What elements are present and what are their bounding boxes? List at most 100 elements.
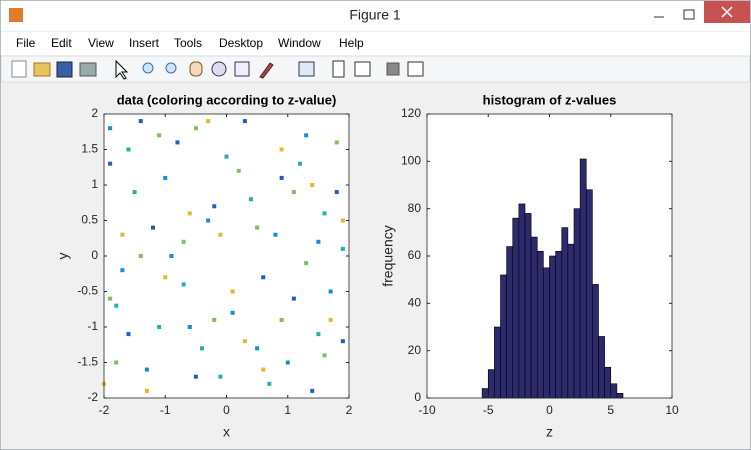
point [279, 317, 284, 322]
show-tools-icon[interactable] [407, 61, 424, 77]
point [291, 190, 296, 195]
histogram-bar [543, 267, 550, 399]
x-tick-label: 2 [346, 403, 353, 417]
data-cursor-icon[interactable] [234, 61, 250, 77]
x-axis-label: x [223, 424, 230, 440]
menu-item[interactable]: Insert [129, 36, 160, 50]
point [187, 211, 192, 216]
y-tick-label: 0 [91, 248, 98, 262]
point [126, 332, 131, 337]
save-icon[interactable] [56, 61, 73, 78]
point [132, 190, 137, 195]
point [310, 183, 315, 187]
point [334, 190, 339, 195]
open-icon[interactable] [33, 62, 51, 77]
histogram-bar [512, 217, 520, 399]
axes-title: histogram of z-values [483, 92, 617, 107]
colorbar-icon[interactable] [332, 60, 345, 78]
histogram-bar [555, 250, 563, 399]
menu-item[interactable]: View [88, 36, 114, 50]
point [340, 339, 345, 344]
point [120, 268, 125, 273]
point [114, 360, 119, 365]
point [108, 161, 113, 166]
point [108, 296, 113, 301]
histogram-bar [579, 158, 587, 399]
point [242, 119, 247, 124]
point [212, 317, 217, 322]
x-tick-label: 0 [546, 403, 553, 417]
x-tick-label: -5 [483, 403, 494, 417]
point [267, 381, 272, 386]
point [120, 232, 125, 237]
point [285, 360, 290, 365]
hide-tools-icon[interactable] [386, 62, 400, 76]
histogram-bar [536, 250, 544, 399]
print-icon[interactable] [79, 62, 97, 77]
point [255, 346, 260, 351]
histogram-bar [604, 366, 612, 399]
point [218, 374, 223, 379]
point [193, 374, 198, 379]
y-tick-label: 0 [414, 390, 421, 404]
rotate-icon[interactable] [211, 61, 227, 77]
new-icon[interactable] [11, 60, 27, 78]
y-tick-label: 100 [401, 154, 421, 168]
toolbar [0, 55, 751, 83]
y-tick-label: 0.5 [81, 213, 98, 227]
menu-item[interactable]: Window [278, 36, 321, 50]
point [340, 246, 345, 251]
point [212, 204, 217, 209]
menu: File Edit View Insert Tools Desktop Window Help [16, 36, 364, 50]
histogram-bar [585, 189, 593, 399]
histogram-bar [616, 392, 624, 399]
maximize-button[interactable] [683, 9, 695, 20]
point [175, 140, 180, 145]
link-icon[interactable] [298, 61, 315, 77]
close-icon [721, 6, 733, 18]
histogram-bar [561, 227, 569, 399]
point [169, 254, 174, 258]
point [206, 218, 211, 223]
brush-icon[interactable] [259, 62, 274, 79]
zoom-out-icon[interactable] [165, 62, 177, 74]
histogram-bar [487, 369, 495, 399]
pointer-icon[interactable] [115, 59, 129, 80]
point [224, 154, 229, 159]
menu-item[interactable]: File [16, 36, 36, 50]
point [230, 310, 235, 315]
point [157, 325, 162, 329]
point [230, 289, 235, 294]
window-title: Figure 1 [349, 7, 401, 23]
y-tick-label: 1 [91, 177, 98, 191]
menu-item[interactable]: Help [339, 36, 364, 50]
y-tick-label: 2 [91, 106, 98, 120]
point [163, 175, 168, 180]
histogram-bar [598, 336, 605, 399]
zoom-in-icon[interactable] [142, 62, 154, 74]
menu-item[interactable]: Edit [51, 36, 72, 50]
menu-item[interactable]: Desktop [219, 36, 263, 50]
point [126, 147, 131, 152]
point [322, 211, 327, 216]
y-axis-label: y [55, 253, 71, 260]
point [163, 275, 168, 280]
toolbar-icons [11, 59, 424, 80]
histogram-bar [481, 388, 489, 399]
x-tick-label: 10 [665, 403, 679, 417]
legend-icon[interactable] [354, 61, 371, 77]
pan-icon[interactable] [189, 61, 203, 77]
point [114, 303, 119, 308]
menu-item[interactable]: Tools [174, 36, 202, 50]
point [310, 388, 315, 393]
axes-background [104, 114, 349, 398]
point [298, 161, 302, 166]
point [144, 388, 149, 393]
y-axis-label: frequency [380, 225, 396, 286]
point [261, 367, 266, 372]
point [279, 147, 284, 152]
histogram-bar [518, 203, 526, 399]
x-tick-label: 1 [284, 403, 291, 417]
point [138, 254, 143, 258]
point [157, 133, 162, 138]
